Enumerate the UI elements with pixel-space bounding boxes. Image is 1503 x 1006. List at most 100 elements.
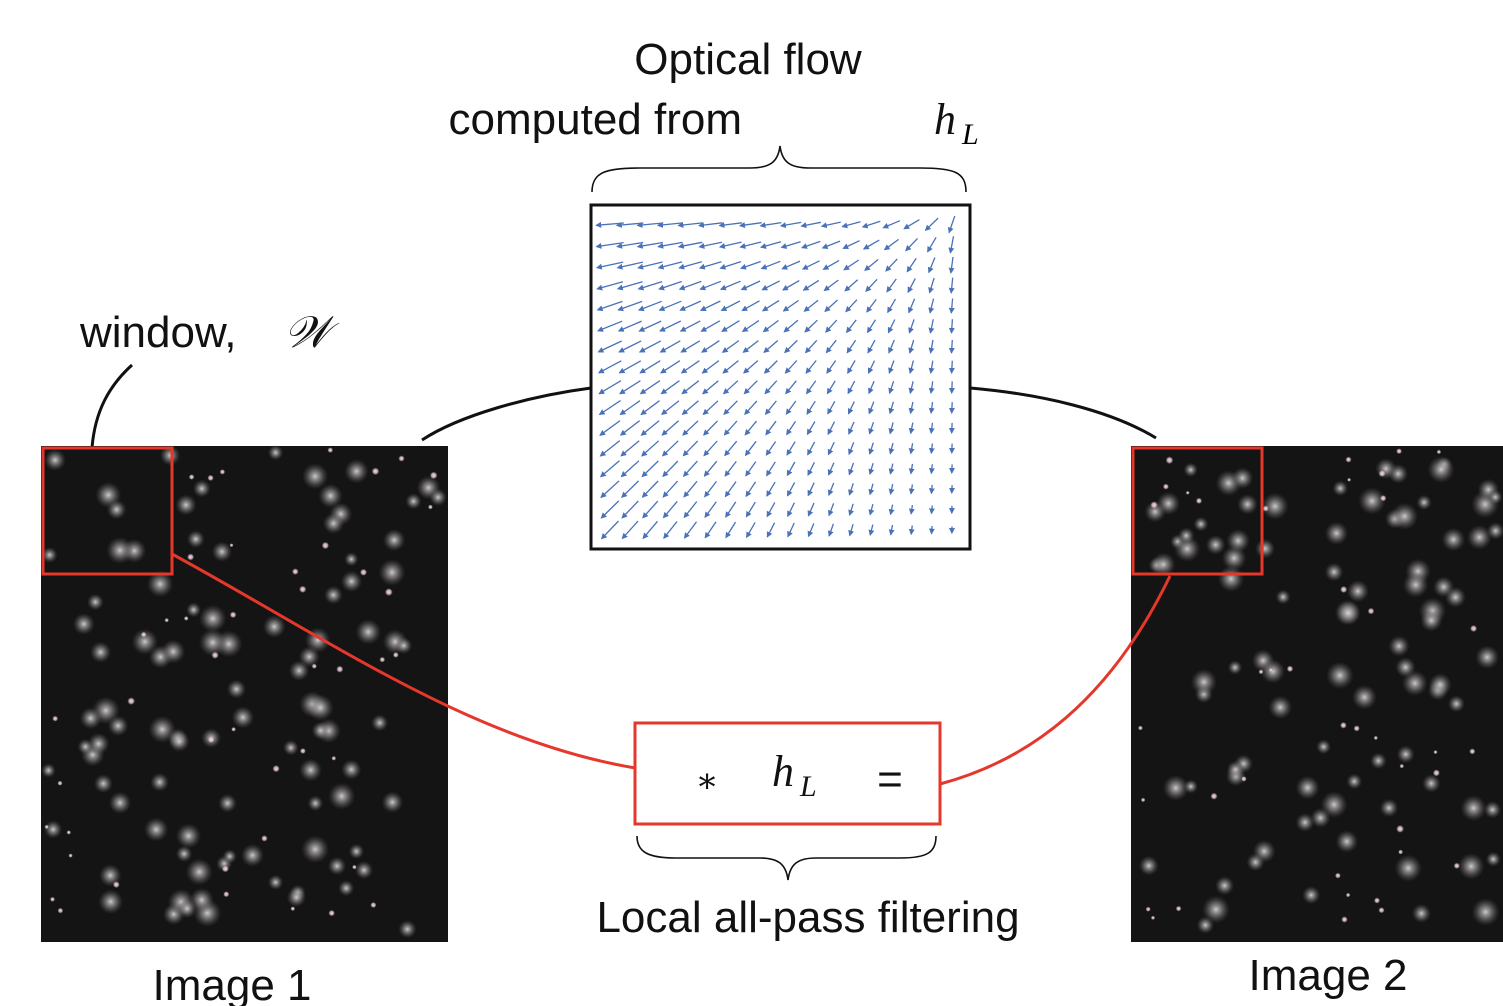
flow-arrow — [663, 521, 678, 539]
flow-arrow — [599, 420, 621, 436]
particle-dot — [299, 748, 306, 754]
flow-arrow — [827, 441, 835, 456]
particle-dot — [57, 780, 63, 786]
particle-blob — [1226, 760, 1245, 779]
flow-arrow — [704, 481, 718, 498]
particle-dot — [1432, 769, 1440, 777]
flow-arrow — [618, 340, 642, 353]
flow-arrow — [948, 402, 955, 414]
flow-arrow — [806, 421, 816, 436]
svg-text:L: L — [961, 118, 979, 151]
particle-blob — [1174, 535, 1201, 562]
flow-arrow — [848, 483, 854, 496]
particle-blob — [44, 820, 63, 839]
particle-blob — [198, 628, 227, 657]
flow-arrow — [821, 240, 841, 249]
particle-blob — [1268, 695, 1293, 720]
particle-dot — [1453, 862, 1461, 869]
particle-dot — [1379, 494, 1387, 502]
flow-arrow — [599, 460, 620, 478]
flow-arrow — [885, 258, 898, 272]
particle-blob — [340, 570, 363, 593]
particle-field-1 — [41, 444, 447, 939]
particle-blob — [1402, 670, 1428, 697]
particle-blob — [1144, 501, 1166, 523]
particle-dot — [1396, 448, 1403, 455]
flow-arrow — [948, 277, 955, 294]
flow-arrow — [907, 298, 916, 314]
particle-dot — [1150, 915, 1156, 920]
flow-arrow — [683, 480, 698, 498]
flow-arrow — [723, 420, 738, 436]
particle-blob — [99, 864, 122, 887]
flow-arrow — [888, 463, 895, 475]
flow-arrow — [718, 241, 742, 249]
flow-arrow — [719, 280, 741, 291]
flow-arrow — [845, 319, 857, 334]
flow-arrow — [662, 460, 679, 478]
flow-arrow — [823, 279, 839, 292]
particle-blob — [1486, 522, 1503, 540]
particle-blob — [1471, 898, 1500, 926]
flow-arrow — [827, 503, 835, 517]
particle-dot — [321, 541, 330, 550]
flow-arrow — [660, 360, 681, 374]
flow-arrow — [683, 501, 698, 519]
flow-arrow — [928, 505, 935, 515]
particle-blob — [87, 732, 110, 755]
connector-right — [969, 386, 1157, 440]
particle-blob — [98, 889, 124, 915]
particle-blob — [1485, 851, 1501, 867]
particle-dot — [1165, 456, 1174, 465]
flow-arrow — [760, 260, 781, 270]
flow-arrow — [847, 380, 856, 395]
flow-arrow — [682, 420, 699, 436]
particle-blob — [161, 639, 186, 664]
particle-dot — [1286, 665, 1294, 673]
flow-arrow — [801, 260, 820, 270]
flow-arrow — [820, 221, 841, 229]
particle-blob — [302, 463, 329, 490]
particle-blob — [1447, 695, 1465, 713]
window-box-2 — [1131, 446, 1264, 576]
particle-blob — [1226, 529, 1250, 553]
flow-arrow — [903, 219, 920, 230]
flow-arrow — [598, 380, 622, 395]
flow-arrow — [928, 422, 935, 435]
flow-arrow — [826, 360, 837, 374]
particle-blob — [1202, 895, 1230, 924]
flow-arrow — [619, 420, 640, 436]
flow-arrow — [908, 484, 915, 495]
flow-arrow — [888, 360, 895, 374]
flow-arrow — [786, 441, 796, 456]
flow-arrow — [638, 340, 662, 353]
flow-arrow — [746, 522, 756, 539]
flow-arrow — [908, 401, 915, 415]
flow-arrow — [679, 320, 701, 332]
particle-dot — [231, 726, 237, 732]
flow-arrow — [948, 339, 955, 354]
red-curve-left — [171, 552, 636, 770]
flow-arrow — [642, 520, 658, 540]
particle-dot — [140, 631, 147, 638]
flow-arrow — [703, 460, 718, 477]
flow-arrow — [766, 461, 776, 477]
flow-arrow — [704, 501, 717, 519]
flow-arrow — [682, 460, 698, 478]
flow-arrow — [908, 381, 915, 395]
flow-arrow — [783, 319, 799, 333]
flow-arrow — [722, 360, 739, 374]
particle-blob — [1183, 779, 1198, 794]
particle-blob — [1351, 684, 1377, 710]
particle-blob — [1402, 572, 1429, 598]
flow-arrow — [761, 300, 780, 312]
flow-arrow — [848, 503, 854, 517]
flow-arrow — [928, 464, 935, 475]
particle-blob — [1370, 752, 1387, 770]
particle-blob — [1138, 855, 1159, 876]
particle-blob — [371, 714, 389, 732]
particle-blob — [322, 512, 345, 535]
flow-arrow — [637, 261, 663, 270]
particle-dot — [1175, 905, 1182, 912]
